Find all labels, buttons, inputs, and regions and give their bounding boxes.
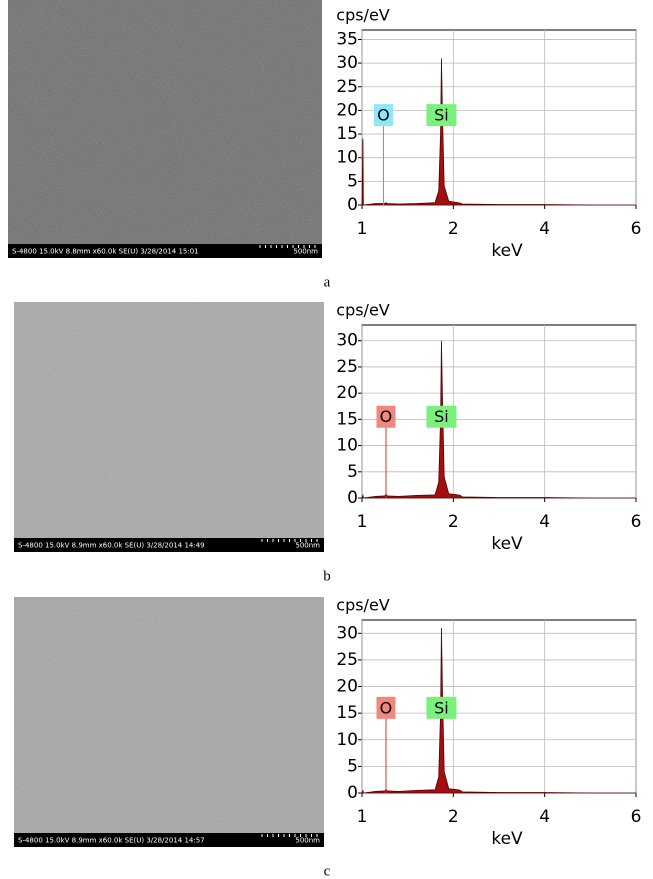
marker-box — [426, 696, 457, 719]
panel-label: c — [324, 863, 331, 879]
y-tick-label: 30 — [336, 623, 358, 643]
plot-area — [361, 324, 637, 499]
x-tick-label: 6 — [631, 807, 642, 827]
y-tick-label: 0 — [347, 195, 358, 215]
y-tick-label: 10 — [336, 148, 358, 168]
x-axis-label: keV — [491, 534, 523, 554]
marker-label: Si — [434, 698, 449, 717]
info-bar — [14, 833, 324, 847]
x-tick-label: 2 — [448, 807, 459, 827]
panel-label: a — [324, 274, 331, 290]
y-tick-label: 5 — [347, 171, 358, 191]
marker-label: Si — [434, 106, 449, 125]
y-tick-label: 5 — [347, 462, 358, 482]
x-tick-label: 4 — [539, 219, 550, 239]
marker-box — [426, 104, 457, 127]
y-tick-label: 10 — [336, 436, 358, 456]
y-tick-label: 15 — [336, 409, 358, 429]
panel-label: b — [323, 568, 331, 584]
y-tick-label: 15 — [336, 703, 358, 723]
x-tick-label: 2 — [448, 512, 459, 532]
image-noise — [8, 0, 322, 258]
y-tick-label: 5 — [347, 756, 358, 776]
scale-label: 500nm — [295, 837, 320, 845]
x-tick-label: 1 — [357, 807, 368, 827]
marker-label: O — [380, 407, 393, 426]
marker-box — [376, 696, 396, 719]
x-axis-label: keV — [491, 241, 523, 261]
x-tick-label: 6 — [631, 512, 642, 532]
info-bar — [8, 244, 322, 258]
y-tick-label: 0 — [347, 488, 358, 508]
marker-box — [373, 104, 393, 127]
scale-label: 500nm — [293, 248, 318, 256]
x-tick-label: 4 — [539, 512, 550, 532]
x-tick-label: 4 — [539, 807, 550, 827]
image-noise — [14, 597, 324, 847]
y-tick-label: 10 — [336, 730, 358, 750]
image-caption: S-4800 15.0kV 8.8mm x60.0k SE(U) 3/28/20… — [12, 248, 199, 256]
y-tick-label: 20 — [336, 100, 358, 120]
image-caption: S-4800 15.0kV 8.9mm x60.0k SE(U) 3/28/20… — [18, 837, 205, 845]
y-tick-label: 20 — [336, 383, 358, 403]
marker-label: Si — [434, 407, 449, 426]
info-bar — [14, 538, 324, 552]
marker-label: O — [377, 106, 390, 125]
y-axis-label: cps/eV — [336, 301, 390, 320]
y-axis-label: cps/eV — [336, 6, 390, 25]
y-tick-label: 0 — [347, 783, 358, 803]
x-axis-label: keV — [491, 829, 523, 849]
marker-box — [376, 405, 396, 428]
y-tick-label: 25 — [336, 357, 358, 377]
plot-area — [361, 619, 637, 794]
marker-label: O — [380, 698, 393, 717]
y-tick-label: 25 — [336, 77, 358, 97]
y-tick-label: 30 — [336, 53, 358, 73]
image-noise — [14, 302, 324, 552]
x-tick-label: 2 — [448, 219, 459, 239]
plot-area — [361, 29, 637, 206]
spectrum — [361, 627, 636, 794]
y-tick-label: 20 — [336, 677, 358, 697]
image-caption: S-4800 15.0kV 8.9mm x60.0k SE(U) 3/28/20… — [18, 542, 205, 550]
x-tick-label: 6 — [631, 219, 642, 239]
y-axis-label: cps/eV — [336, 596, 390, 615]
spectrum — [361, 340, 636, 499]
y-tick-label: 15 — [336, 124, 358, 144]
x-tick-label: 1 — [357, 219, 368, 239]
marker-box — [426, 405, 457, 428]
y-tick-label: 35 — [336, 29, 358, 49]
scale-label: 500nm — [295, 542, 320, 550]
y-tick-label: 25 — [336, 650, 358, 670]
y-tick-label: 30 — [336, 331, 358, 351]
x-tick-label: 1 — [357, 512, 368, 532]
